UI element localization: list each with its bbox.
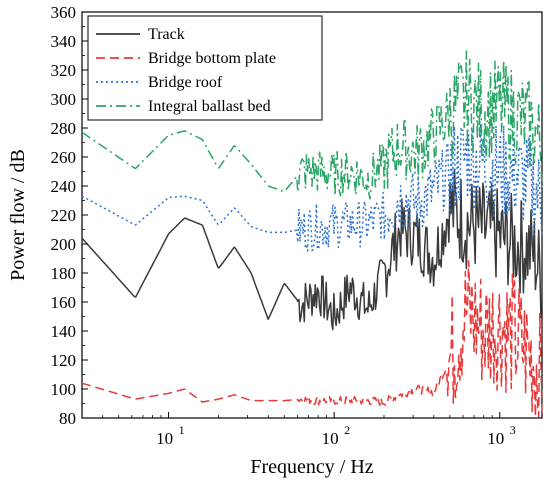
y-tick-label: 160: [51, 293, 77, 312]
legend-label: Bridge roof: [148, 74, 223, 91]
legend-label: Bridge bottom plate: [148, 50, 276, 67]
y-tick-label: 280: [51, 119, 77, 138]
y-tick-label: 360: [51, 3, 77, 22]
y-tick-label: 80: [59, 409, 76, 428]
y-tick-label: 320: [51, 61, 77, 80]
series-bridge-bottom-plate: [81, 260, 543, 418]
y-tick-label: 120: [51, 351, 77, 370]
legend: Track Bridge bottom plate Bridge roof Integ…: [87, 15, 323, 121]
series-line: [81, 50, 543, 200]
series-line: [81, 122, 543, 252]
x-tick-exponent: 1: [179, 423, 185, 437]
axes-layer: 80 100 120 140 160 180 200 220 240 260 280 300 320 34…: [51, 3, 516, 448]
x-tick-label: 10: [487, 429, 504, 448]
series-line: [81, 168, 543, 331]
y-tick-label: 240: [51, 177, 77, 196]
y-tick-label: 200: [51, 235, 77, 254]
series-line: [81, 260, 543, 418]
legend-label: Track: [148, 26, 185, 43]
y-tick-label: 140: [51, 322, 77, 341]
series-bridge-roof: [81, 122, 543, 252]
y-tick-label: 300: [51, 90, 77, 109]
legend-label: Integral ballast bed: [148, 98, 271, 115]
x-tick-exponent: 2: [344, 423, 350, 437]
x-axis-title: Frequency / Hz: [250, 456, 373, 478]
y-tick-label: 100: [51, 380, 77, 399]
x-tick-label: 10: [156, 429, 173, 448]
y-tick-label: 220: [51, 206, 77, 225]
x-tick-exponent: 3: [510, 423, 516, 437]
y-tick-label: 340: [51, 32, 77, 51]
y-tick-label: 180: [51, 264, 77, 283]
series-layer: [81, 50, 543, 418]
x-tick-label: 10: [322, 429, 339, 448]
y-axis-title: Power flow / dB: [7, 149, 29, 281]
series-track: [81, 168, 543, 331]
y-tick-label: 260: [51, 148, 77, 167]
series-integral-ballast-bed: [81, 50, 543, 200]
